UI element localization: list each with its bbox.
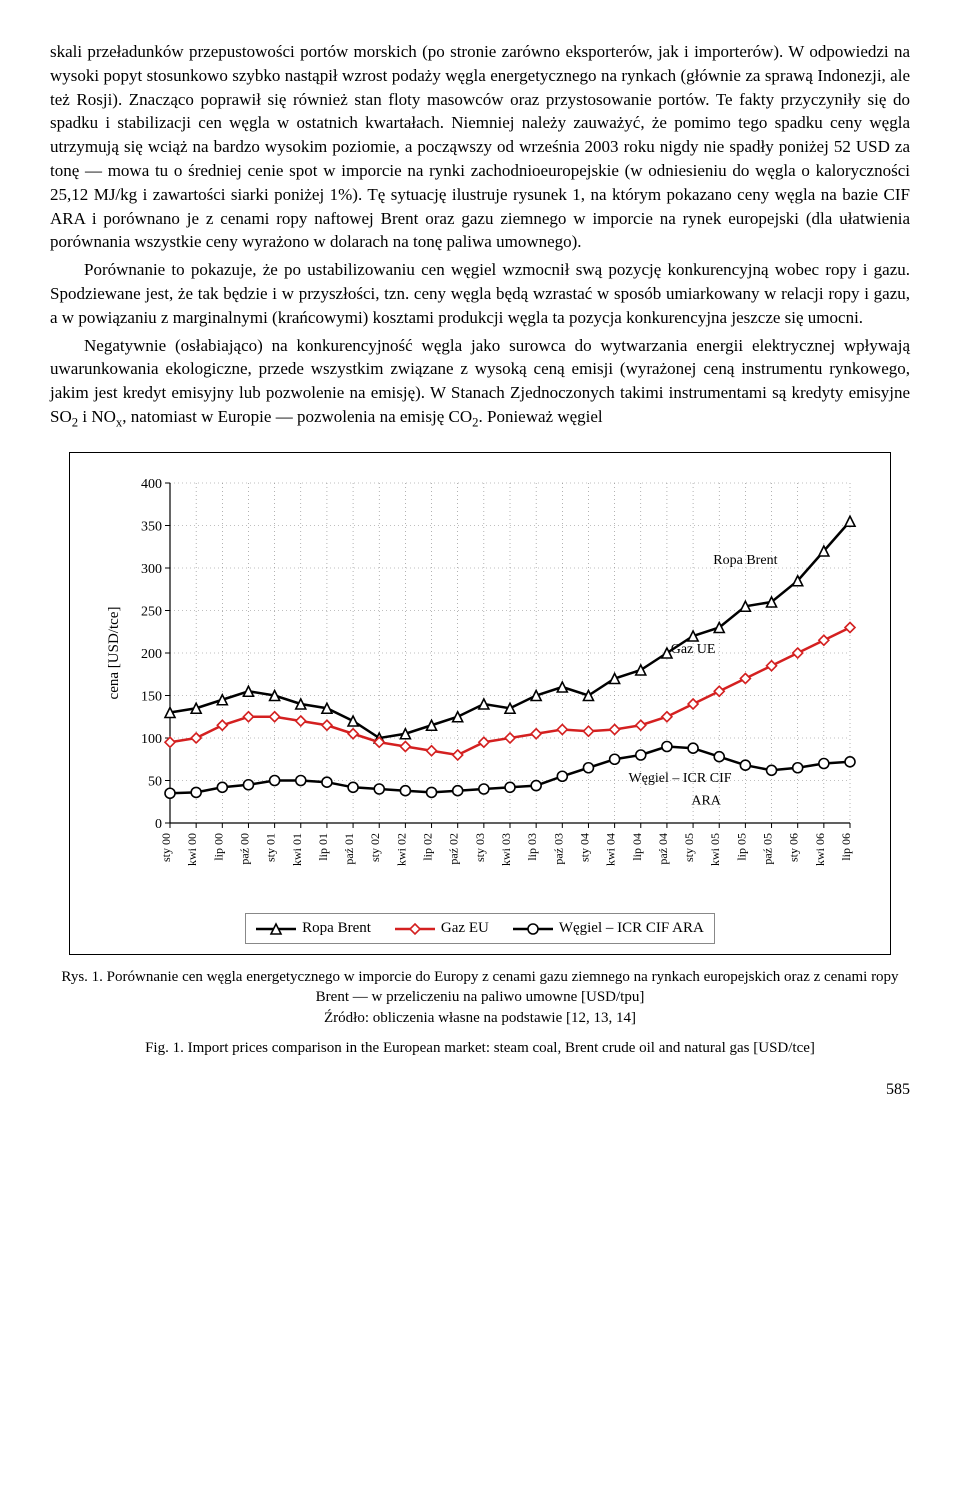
svg-text:lip 04: lip 04: [630, 833, 644, 861]
caption-en: Fig. 1. Import prices comparison in the …: [50, 1038, 910, 1059]
svg-text:150: 150: [141, 690, 162, 705]
legend-label: Gaz EU: [441, 918, 489, 939]
svg-text:kwi 00: kwi 00: [185, 833, 199, 866]
caption-src: Źródło: obliczenia własne na podstawie […: [324, 1010, 636, 1026]
legend-label: Węgiel – ICR CIF ARA: [559, 918, 704, 939]
p3-part-b: i NO: [78, 407, 116, 426]
svg-text:paź 03: paź 03: [551, 833, 565, 865]
svg-text:400: 400: [141, 477, 162, 492]
chart-container: 0 50 100 150 200 250 300 350 400 cena [USD/tce] st…: [69, 452, 891, 955]
svg-text:350: 350: [141, 520, 162, 535]
svg-text:sty 03: sty 03: [473, 833, 487, 862]
legend-label: Ropa Brent: [302, 918, 371, 939]
svg-text:sty 05: sty 05: [682, 833, 696, 862]
legend-item: Ropa Brent: [256, 918, 371, 939]
svg-text:kwi 04: kwi 04: [604, 833, 618, 866]
svg-text:50: 50: [148, 775, 162, 790]
svg-text:paź 05: paź 05: [761, 833, 775, 865]
paragraph-2: Porównanie to pokazuje, że po ustabilizo…: [50, 258, 910, 329]
svg-text:paź 00: paź 00: [237, 833, 251, 865]
svg-text:lip 03: lip 03: [525, 833, 539, 861]
svg-text:kwi 06: kwi 06: [813, 833, 827, 866]
svg-text:250: 250: [141, 605, 162, 620]
svg-text:lip 05: lip 05: [734, 833, 748, 861]
svg-text:lip 00: lip 00: [211, 833, 225, 861]
svg-text:100: 100: [141, 732, 162, 747]
svg-text:Gaz UE: Gaz UE: [671, 642, 716, 657]
svg-text:200: 200: [141, 647, 162, 662]
svg-text:lip 02: lip 02: [421, 833, 435, 861]
svg-text:kwi 01: kwi 01: [290, 833, 304, 866]
legend-item: Węgiel – ICR CIF ARA: [513, 918, 704, 939]
p3-part-d: . Ponieważ węgiel: [478, 407, 602, 426]
svg-text:kwi 03: kwi 03: [499, 833, 513, 866]
svg-text:ARA: ARA: [691, 793, 721, 808]
svg-text:kwi 05: kwi 05: [708, 833, 722, 866]
svg-text:Węgiel – ICR CIF: Węgiel – ICR CIF: [628, 771, 731, 786]
svg-text:sty 06: sty 06: [787, 833, 801, 862]
chart-legend: Ropa Brent Gaz EU Węgiel – ICR CIF ARA: [245, 913, 715, 944]
caption-pl-line1: Rys. 1. Porównanie cen węgla energetyczn…: [61, 969, 898, 1005]
svg-text:paź 02: paź 02: [447, 833, 461, 865]
svg-text:0: 0: [155, 817, 162, 832]
svg-text:paź 01: paź 01: [342, 833, 356, 865]
svg-text:sty 00: sty 00: [159, 833, 173, 862]
svg-text:300: 300: [141, 562, 162, 577]
svg-text:sty 04: sty 04: [577, 833, 591, 862]
svg-text:cena [USD/tce]: cena [USD/tce]: [106, 607, 122, 700]
price-chart: 0 50 100 150 200 250 300 350 400 cena [USD/tce] st…: [100, 473, 860, 903]
svg-text:Ropa Brent: Ropa Brent: [713, 553, 777, 568]
caption-pl: Rys. 1. Porównanie cen węgla energetyczn…: [50, 967, 910, 1028]
svg-text:lip 06: lip 06: [839, 833, 853, 861]
paragraph-3: Negatywnie (osłabiająco) na konkurencyjn…: [50, 334, 910, 433]
svg-text:lip 01: lip 01: [316, 833, 330, 861]
p3-part-c: , natomiast w Europie — pozwolenia na em…: [122, 407, 472, 426]
svg-text:paź 04: paź 04: [656, 833, 670, 865]
svg-text:kwi 02: kwi 02: [394, 833, 408, 866]
page-number: 585: [50, 1079, 910, 1101]
svg-text:sty 01: sty 01: [264, 833, 278, 862]
paragraph-1: skali przeładunków przepustowości portów…: [50, 40, 910, 254]
svg-text:sty 02: sty 02: [368, 833, 382, 862]
legend-item: Gaz EU: [395, 918, 489, 939]
